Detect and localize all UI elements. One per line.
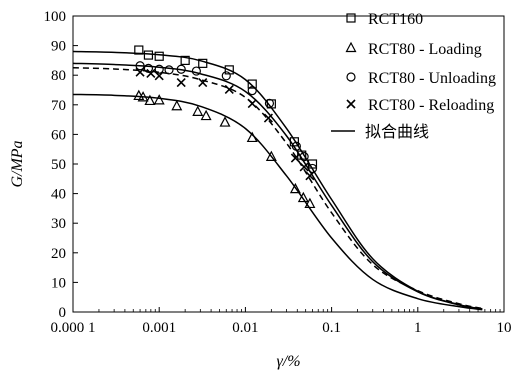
data-point	[299, 162, 309, 172]
x-tick-label: 0.000 1	[51, 320, 96, 336]
fit-curve-4	[72, 93, 483, 311]
legend-label-2: RCT80 - Loading	[368, 41, 482, 58]
data-point	[264, 98, 275, 108]
data-point	[247, 99, 257, 109]
data-point	[265, 150, 277, 161]
data-point	[143, 63, 154, 73]
data-point	[289, 182, 301, 194]
y-axis: 0 10 20 30 40 50 60 70 80 90 100	[44, 9, 78, 321]
y-tick-label: 20	[51, 246, 66, 262]
x-axis: 0.000 1 0.001 0.01 0.1 1 10	[51, 307, 512, 336]
y-tick-label: 50	[51, 157, 66, 173]
data-point	[219, 116, 231, 127]
x-tick-label: 0.1	[322, 320, 341, 336]
data-point	[290, 153, 300, 163]
fit-curve-2	[72, 62, 483, 310]
data-point	[289, 137, 299, 147]
data-point	[135, 67, 145, 77]
legend-label-4: RCT80 - Reloading	[368, 97, 494, 114]
legend-marker-2	[345, 41, 357, 53]
data-point	[192, 105, 204, 117]
data-point	[176, 64, 186, 74]
data-point	[247, 79, 257, 89]
data-point	[180, 55, 190, 66]
y-axis-title: G/MPa	[9, 140, 26, 187]
x-tick-label: 1	[414, 320, 422, 336]
data-point	[263, 113, 273, 123]
data-point	[144, 94, 156, 106]
data-point	[171, 99, 183, 111]
data-point	[135, 61, 145, 71]
fit-curve-1	[72, 50, 483, 310]
y-tick-label: 80	[51, 68, 66, 84]
data-point	[224, 84, 234, 94]
data-point	[154, 51, 164, 61]
y-tick-label: 70	[51, 98, 66, 114]
legend-label-1: RCT160	[368, 11, 423, 28]
legend-label-fit: 拟合曲线	[365, 123, 429, 141]
y-tick-label: 40	[51, 187, 66, 203]
data-point	[304, 197, 316, 209]
data-point	[191, 66, 201, 76]
data-point	[297, 191, 309, 203]
series-2	[133, 89, 316, 209]
legend-marker-3	[346, 72, 356, 82]
series-1	[134, 45, 318, 169]
data-point	[200, 109, 212, 121]
data-point	[154, 64, 164, 74]
data-point	[134, 45, 144, 55]
plot-area	[72, 45, 483, 311]
data-point	[137, 91, 149, 102]
y-tick-label: 60	[51, 127, 66, 143]
y-tick-label: 10	[51, 275, 66, 291]
plot-frame	[72, 15, 505, 313]
y-tick-label: 30	[51, 216, 66, 232]
data-point	[176, 78, 186, 88]
data-point	[291, 141, 301, 151]
legend-marker-4	[346, 99, 356, 109]
data-point	[146, 68, 156, 78]
y-tick-label: 100	[44, 9, 67, 25]
data-point	[224, 65, 234, 75]
series-4	[135, 67, 315, 181]
data-point	[153, 94, 165, 105]
data-point	[307, 159, 318, 169]
data-point	[143, 50, 154, 60]
data-point	[299, 152, 309, 162]
x-axis-title: γ/%	[276, 353, 300, 370]
data-point	[305, 171, 315, 181]
y-tick-label: 90	[51, 39, 66, 55]
legend-marker-1	[346, 13, 356, 23]
x-tick-label: 0.001	[142, 320, 176, 336]
legend-label-3: RCT80 - Unloading	[368, 70, 496, 87]
data-point	[246, 131, 258, 143]
data-point	[221, 71, 231, 81]
x-tick-label: 0.01	[232, 320, 258, 336]
data-point	[198, 78, 208, 88]
legend: RCT160 RCT80 - Loading RCT80 - Unloading RC…	[331, 11, 496, 141]
x-tick-label: 10	[497, 320, 512, 336]
data-point	[154, 71, 164, 81]
data-point	[164, 65, 174, 75]
data-point	[198, 58, 208, 68]
y-tick-label: 0	[59, 305, 67, 321]
data-point	[247, 85, 257, 96]
